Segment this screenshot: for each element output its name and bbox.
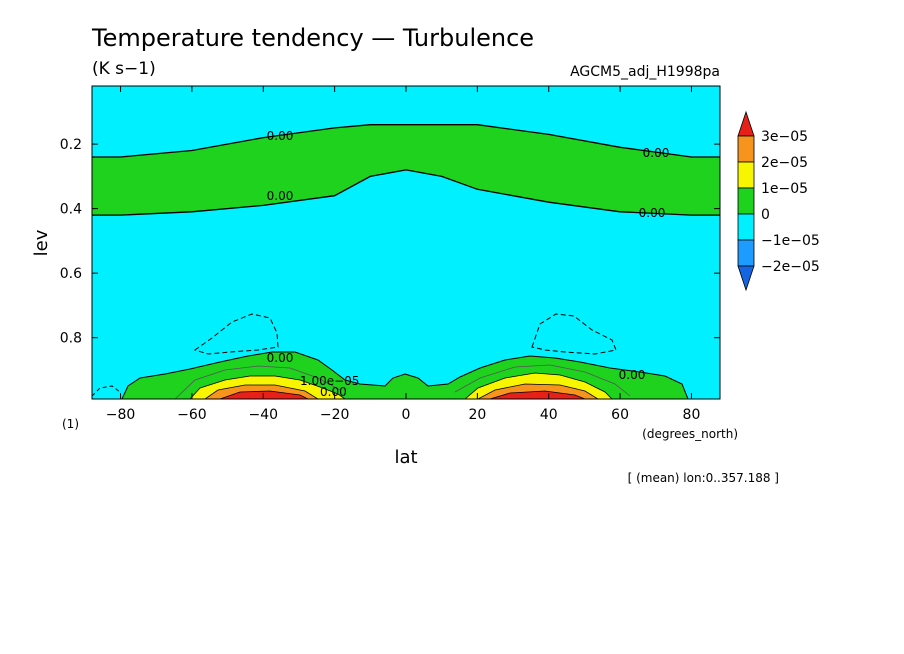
x-tick-label: −40 xyxy=(248,407,278,423)
x-tick-label: 20 xyxy=(468,407,486,423)
x-tick-label: 60 xyxy=(611,407,629,423)
colorbar-label: 1e−05 xyxy=(761,181,808,197)
x-axis: −80 −60 −40 −20 0 20 40 60 80 xyxy=(106,86,701,423)
colorbar-segment xyxy=(737,161,755,189)
lower-red-left xyxy=(219,390,309,399)
plot-area xyxy=(92,86,720,399)
colorbar-segment xyxy=(737,135,755,163)
y-tick-label: 0.6 xyxy=(60,266,82,282)
colorbar-label: −1e−05 xyxy=(761,233,820,249)
x-axis-label: lat xyxy=(394,447,417,468)
x-unit-note: (degrees_north) xyxy=(642,427,738,441)
y-tick-label: 0.2 xyxy=(60,137,82,153)
contour-label: 0.00 xyxy=(267,129,294,143)
dashed-contour-right xyxy=(531,313,617,355)
colorbar: 3e−05 2e−05 1e−05 0 −1e−05 −2e−05 xyxy=(737,110,820,292)
colorbar-label: 2e−05 xyxy=(761,155,808,171)
contour-label: 0.00 xyxy=(320,385,347,399)
colorbar-arrow-top xyxy=(737,110,755,137)
contour-label: 0.00 xyxy=(267,351,294,365)
y-tick-label: 0.8 xyxy=(60,331,82,347)
colorbar-label: 3e−05 xyxy=(761,129,808,145)
dashed-contour-edge xyxy=(92,385,121,397)
contour-label: 0.00 xyxy=(643,146,670,160)
x-tick-label: −20 xyxy=(320,407,350,423)
footnote: [ (mean) lon:0..357.188 ] xyxy=(628,471,779,485)
lower-red-right xyxy=(489,390,586,399)
colorbar-segment xyxy=(737,239,755,267)
x-tick-label: −80 xyxy=(106,407,136,423)
contour-zero-upper-top xyxy=(92,124,720,158)
chart-title: Temperature tendency — Turbulence xyxy=(91,24,534,52)
y-unit-note: (1) xyxy=(62,417,79,431)
contour-zero-upper-bottom xyxy=(92,169,720,216)
contour-label: 0.00 xyxy=(267,189,294,203)
interior-contour-right xyxy=(454,364,631,397)
contour-labels: 0.00 0.00 0.00 0.00 0.00 0.00 1.00e−05 0… xyxy=(267,129,670,399)
colorbar-label: −2e−05 xyxy=(761,259,820,275)
y-axis: 0.2 0.4 0.6 0.8 xyxy=(60,137,720,347)
interior-contour-left xyxy=(174,365,341,399)
contour-label: 0.00 xyxy=(639,206,666,220)
colorbar-label: 0 xyxy=(761,207,770,223)
colorbar-segment xyxy=(737,213,755,241)
model-name: AGCM5_adj_H1998pa xyxy=(570,64,720,80)
contour-label: 0.00 xyxy=(619,368,646,382)
contour-label: 1.00e−05 xyxy=(300,374,359,388)
x-tick-label: −60 xyxy=(177,407,207,423)
colorbar-arrow-bottom xyxy=(737,265,755,292)
dashed-contour-left xyxy=(193,313,279,355)
x-tick-label: 80 xyxy=(683,407,701,423)
colorbar-segment xyxy=(737,187,755,215)
y-axis-label: lev xyxy=(31,229,52,256)
chart-units: (K s−1) xyxy=(92,59,156,79)
x-tick-label: 0 xyxy=(402,407,411,423)
y-tick-label: 0.4 xyxy=(60,202,82,218)
x-tick-label: 40 xyxy=(540,407,558,423)
